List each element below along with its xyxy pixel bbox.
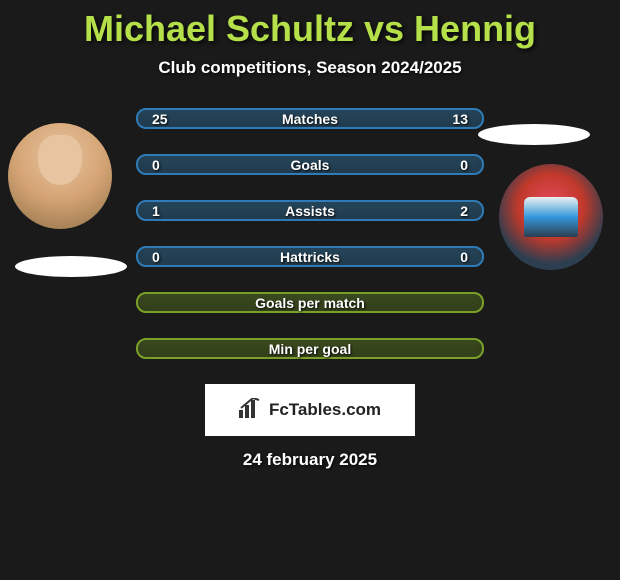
stat-label: Assists — [285, 203, 335, 219]
chart-icon — [239, 398, 263, 423]
stats-rows: 25 Matches 13 0 Goals 0 1 Assists 2 0 Hattricks 0 Go… — [136, 108, 484, 359]
stat-right-value: 13 — [452, 111, 468, 127]
stat-right-value: 0 — [460, 249, 468, 265]
stat-row-hattricks: 0 Hattricks 0 — [136, 246, 484, 267]
stat-row-goals-per-match: Goals per match — [136, 292, 484, 313]
stat-label: Min per goal — [269, 341, 351, 357]
stat-label: Matches — [282, 111, 338, 127]
stat-row-assists: 1 Assists 2 — [136, 200, 484, 221]
stat-row-matches: 25 Matches 13 — [136, 108, 484, 129]
page-title: Michael Schultz vs Hennig — [0, 0, 620, 50]
fctables-logo: FcTables.com — [205, 384, 415, 436]
logo-text: FcTables.com — [269, 400, 381, 420]
player1-avatar — [8, 123, 112, 229]
date-text: 24 february 2025 — [0, 450, 620, 470]
stat-row-goals: 0 Goals 0 — [136, 154, 484, 175]
stat-label: Goals per match — [255, 295, 365, 311]
stat-right-value: 0 — [460, 157, 468, 173]
stat-left-value: 25 — [152, 111, 168, 127]
stat-left-value: 0 — [152, 157, 160, 173]
stat-row-min-per-goal: Min per goal — [136, 338, 484, 359]
stat-right-value: 2 — [460, 203, 468, 219]
subtitle: Club competitions, Season 2024/2025 — [0, 58, 620, 78]
comparison-content: 25 Matches 13 0 Goals 0 1 Assists 2 0 Hattricks 0 Go… — [0, 108, 620, 470]
stat-left-value: 1 — [152, 203, 160, 219]
club-badge-inner — [524, 197, 578, 237]
stat-label: Hattricks — [280, 249, 340, 265]
player2-team-oval — [478, 124, 590, 145]
player1-team-oval — [15, 256, 127, 277]
stat-label: Goals — [291, 157, 330, 173]
player2-club-badge — [499, 164, 603, 270]
stat-left-value: 0 — [152, 249, 160, 265]
